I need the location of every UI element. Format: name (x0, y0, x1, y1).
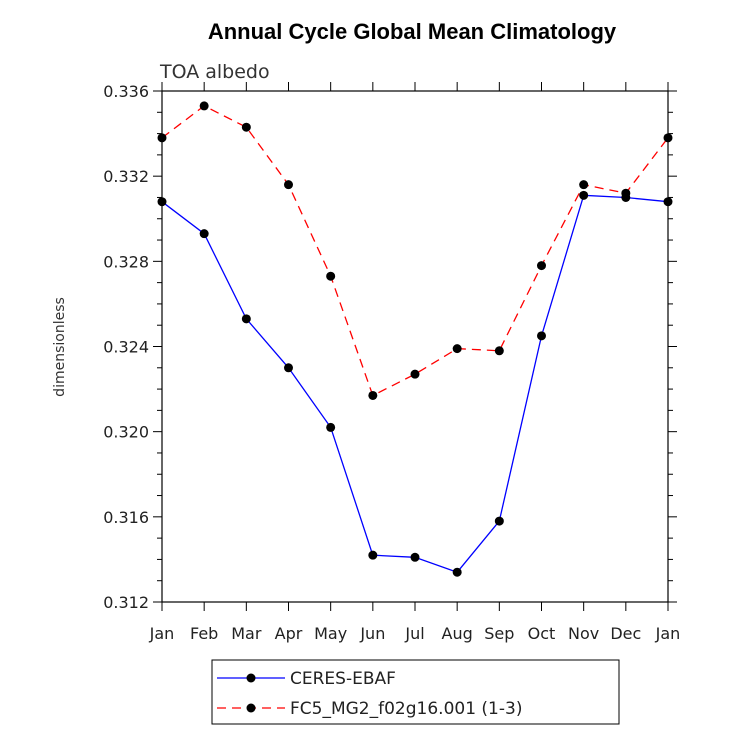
x-tick-label: Jul (404, 624, 424, 643)
series-line-0 (161, 194, 669, 573)
data-point-1 (579, 180, 589, 190)
tick-marks (153, 82, 677, 611)
data-point-0 (579, 190, 589, 200)
y-axis-label: dimensionless (52, 297, 68, 397)
data-point-1 (284, 180, 293, 190)
y-tick-label: 0.324 (103, 338, 149, 357)
data-point-0 (663, 197, 673, 207)
series-lines (161, 105, 669, 573)
data-point-1 (452, 344, 462, 354)
x-tick-label: Mar (231, 624, 262, 643)
data-point-1 (157, 133, 167, 143)
series-points (157, 101, 673, 577)
x-tick-label: Nov (568, 624, 599, 643)
data-point-0 (157, 197, 167, 207)
chart-title: Annual Cycle Global Mean Climatology (208, 19, 617, 44)
x-tick-label: Jan (655, 624, 681, 643)
chart-subtitle: TOA albedo (159, 61, 270, 83)
y-tick-labels: 0.312 0.316 0.320 0.324 0.328 0.332 0.336 (103, 82, 149, 612)
data-point-1 (663, 133, 673, 143)
data-point-0 (410, 552, 420, 562)
data-point-1 (368, 390, 378, 400)
y-tick-label: 0.320 (103, 423, 149, 442)
data-point-0 (199, 229, 209, 239)
data-point-0 (284, 363, 293, 373)
y-tick-label: 0.312 (103, 593, 149, 612)
data-point-1 (494, 346, 504, 356)
x-tick-label: Feb (190, 624, 218, 643)
x-tick-label: Sep (484, 624, 514, 643)
x-tick-labels: Jan Feb Mar Apr May Jun Jul Aug Sep Oct Nov Dec Jan (149, 624, 681, 643)
x-tick-label: Jun (359, 624, 385, 643)
y-tick-label: 0.328 (103, 252, 149, 271)
x-tick-label: Oct (528, 624, 556, 643)
data-point-1 (326, 271, 336, 281)
x-tick-label: Apr (275, 624, 303, 643)
data-point-1 (410, 369, 420, 379)
y-tick-label: 0.336 (103, 82, 149, 101)
x-tick-label: May (314, 624, 347, 643)
y-tick-label: 0.332 (103, 167, 149, 186)
legend: CERES-EBAF FC5_MG2_f02g16.001 (1-3) (211, 659, 620, 725)
y-tick-label: 0.316 (103, 508, 149, 527)
legend-label-ceres: CERES-EBAF (290, 669, 396, 689)
data-point-1 (241, 122, 251, 132)
x-tick-label: Jan (149, 624, 175, 643)
plot-frame (161, 90, 669, 603)
x-tick-label: Aug (442, 624, 473, 643)
data-point-0 (537, 331, 546, 341)
x-tick-label: Dec (610, 624, 641, 643)
data-point-0 (368, 550, 378, 560)
legend-marker-model (246, 703, 256, 713)
legend-marker-ceres (246, 673, 256, 683)
data-point-0 (326, 422, 336, 432)
data-point-0 (494, 516, 504, 526)
legend-label-model: FC5_MG2_f02g16.001 (1-3) (290, 699, 522, 719)
legend-box (211, 659, 620, 725)
data-point-1 (537, 261, 546, 271)
data-point-1 (199, 101, 209, 111)
data-point-0 (452, 567, 462, 577)
data-point-1 (621, 188, 631, 198)
data-point-0 (241, 314, 251, 324)
series-line-1 (161, 105, 669, 397)
